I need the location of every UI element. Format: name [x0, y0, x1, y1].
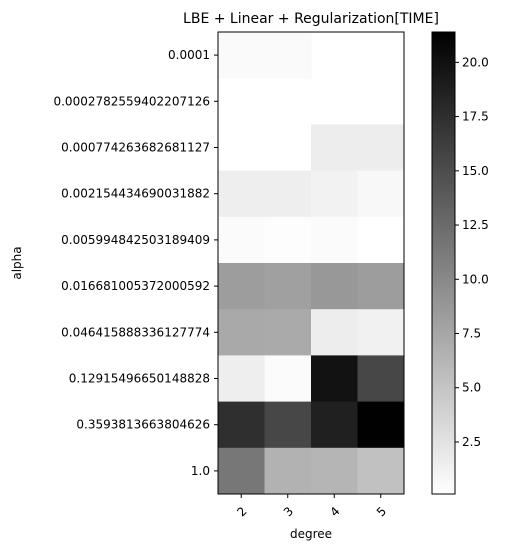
heatmap-cell	[311, 216, 358, 264]
heatmap-cell	[218, 309, 265, 356]
x-tick-label: 2	[234, 504, 249, 519]
y-tick-label: 0.005994842503189409	[61, 233, 210, 247]
colorbar-tick-label: 2.5	[462, 435, 481, 449]
heatmap-cell	[218, 263, 265, 310]
heatmap-cell	[264, 447, 312, 495]
y-tick-label: 0.0002782559402207126	[53, 94, 210, 108]
heatmap-cell	[264, 355, 312, 403]
heatmap-cell	[357, 216, 405, 264]
heatmap-cell	[357, 263, 405, 310]
colorbar-tick-label: 12.5	[462, 218, 489, 232]
heatmap-cell	[311, 447, 358, 495]
x-axis-label: degree	[290, 527, 332, 541]
x-tick-label: 3	[281, 504, 296, 519]
heatmap-cell	[357, 309, 405, 356]
colorbar-tick-label: 7.5	[462, 326, 481, 340]
plot-frame	[217, 31, 405, 495]
heatmap-cell	[311, 263, 358, 310]
y-tick-label: 0.016681005372000592	[61, 279, 210, 293]
heatmap-cell	[264, 309, 312, 356]
y-tick-label: 0.0001	[168, 48, 210, 62]
colorbar-tick-label: 17.5	[462, 110, 489, 124]
heatmap-cell	[218, 32, 265, 79]
y-axis-ticks: 0.0001 0.0002782559402207126 0.00077426368…	[53, 48, 218, 478]
chart-title: LBE + Linear + Regularization[TIME]	[183, 11, 439, 27]
colorbar-tick-label: 5.0	[462, 381, 481, 395]
y-tick-label: 0.046415888336127774	[61, 325, 210, 339]
heatmap-cell	[218, 216, 265, 264]
y-tick-label: 0.000774263682681127	[61, 141, 210, 155]
heatmap-cell	[218, 355, 265, 403]
heatmap-cell	[357, 124, 405, 172]
y-axis-label: alpha	[10, 246, 24, 279]
heatmap-cell	[218, 401, 265, 449]
heatmap-cell	[311, 124, 358, 172]
heatmap-cell	[311, 170, 358, 218]
y-tick-label: 0.12915496650148828	[69, 372, 210, 386]
heatmap-cell	[218, 447, 265, 495]
heatmap-cell	[357, 170, 405, 218]
heatmap-cell	[357, 355, 405, 403]
heatmap-cell	[357, 401, 405, 449]
heatmap-cell	[311, 355, 358, 403]
heatmap-cells	[218, 32, 405, 495]
y-tick-label: 0.002154434690031882	[61, 187, 210, 201]
heatmap-cell	[311, 309, 358, 356]
y-tick-label: 1.0	[191, 464, 210, 478]
colorbar-tick-label: 20.0	[462, 55, 489, 69]
heatmap-cell	[264, 216, 312, 264]
heatmap-cell	[264, 263, 312, 310]
colorbar-ticks: 2.5 5.0 7.5 10.0 12.5 15.0 17.5 20.0	[455, 55, 489, 449]
x-tick-label: 4	[327, 504, 342, 519]
heatmap-cell	[264, 32, 312, 79]
heatmap-cell	[357, 447, 405, 495]
colorbar-tick-label: 15.0	[462, 164, 489, 178]
y-tick-label: 0.3593813663804626	[76, 418, 210, 432]
heatmap-cell	[264, 401, 312, 449]
heatmap-cell	[218, 170, 265, 218]
x-axis-ticks: 2 3 4 5	[234, 494, 389, 519]
colorbar-tick-label: 10.0	[462, 272, 489, 286]
heatmap-cell	[311, 401, 358, 449]
colorbar	[431, 31, 456, 495]
heatmap-cell	[264, 170, 312, 218]
x-tick-label: 5	[374, 504, 389, 519]
